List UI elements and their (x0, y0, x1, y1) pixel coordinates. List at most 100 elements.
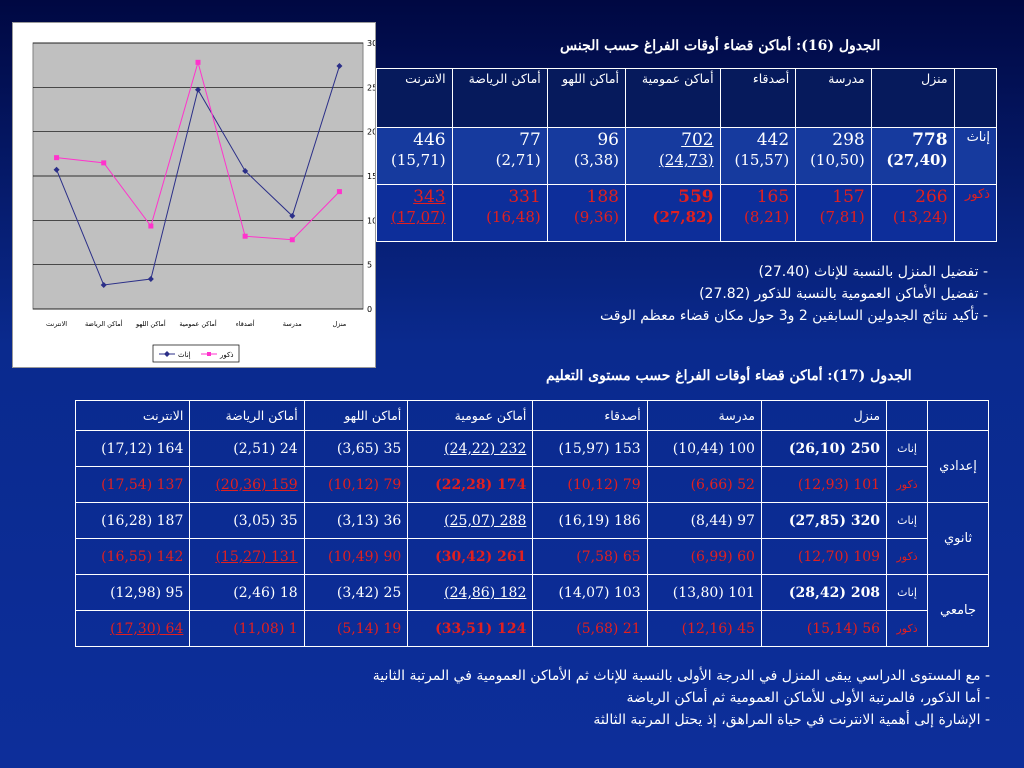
table17-cell: 109 (12,70) (760, 538, 888, 575)
table16-header-cell (953, 68, 998, 128)
table17-level: جامعي (927, 574, 989, 647)
table17-cell: 56 (15,14) (760, 610, 888, 647)
table17-cell: 182 (24,86) (407, 574, 534, 611)
table17-cell: 159 (20,36) (189, 466, 305, 503)
table16-percent: (16,48) (486, 208, 541, 226)
data-point (242, 167, 249, 174)
table16-cell: 188 (9,36) (546, 184, 627, 242)
table16-percent: (15,57) (734, 151, 790, 169)
table17-header-cell: مدرسة (646, 400, 762, 431)
table16-percent: (13,24) (892, 208, 948, 226)
legend-label: ذكور (219, 351, 233, 359)
table16-cell: 77 (2,71) (451, 127, 548, 185)
table17-cell: 52 (6,66) (646, 466, 762, 503)
note-line: - تأكيد نتائج الجدولين السابقين 2 و3 حول… (600, 308, 988, 324)
table17-cell: 95 (12,98) (74, 574, 191, 611)
note-line: - تفضيل الأماكن العمومية بالنسبة للذكور … (699, 286, 988, 302)
table17-cell: 187 (16,28) (74, 502, 191, 539)
note-line: - أما الذكور، فالمرتبة الأولى للأماكن ال… (626, 690, 990, 706)
table17-cell: 288 (25,07) (407, 502, 534, 539)
data-point (336, 189, 342, 195)
table17-caption: الجدول (17): أماكن قضاء أوقات الفراغ حسب… (546, 368, 912, 384)
table16-count: 559 (678, 187, 714, 207)
table17-cell: 60 (6,99) (646, 538, 762, 575)
table16-count: 446 (413, 130, 446, 150)
table17-gender: ذكور (886, 538, 929, 575)
table17-cell: 142 (16,55) (74, 538, 191, 575)
table16-row: إناث 778 (27,40) 298 (10,50) 442 (15,57) 702 (24… (376, 127, 998, 185)
table17-cell: 164 (17,12) (74, 430, 191, 467)
table17-cell: 208 (28,42) (760, 574, 888, 611)
table16-count: 298 (832, 130, 865, 150)
table16-header-cell: الانترنت (376, 68, 453, 128)
table17-header-cell: أماكن الرياضة (189, 400, 305, 431)
table17-cell: 24 (2,51) (189, 430, 305, 467)
table17-cell: 35 (3,05) (189, 502, 305, 539)
table16-count: 96 (597, 130, 619, 150)
data-point (54, 155, 60, 161)
table16-cell: 157 (7,81) (795, 184, 872, 242)
x-tick-label: أماكن اللهو (135, 319, 166, 328)
table17-gender: ذكور (886, 610, 929, 647)
table17-header-cell (886, 400, 929, 431)
table17-cell: 79 (10,12) (303, 466, 409, 503)
y-tick-label: 25 (367, 83, 375, 92)
table16-header-cell: منزل (870, 68, 955, 128)
table17-cell: 250 (26,10) (760, 430, 888, 467)
table16-header-row: منزل مدرسة أصدقاء أماكن عمومية أماكن اللهو أم… (376, 68, 998, 128)
table17-header-row: منزل مدرسة أصدقاء أماكن عمومية أماكن اللهو أم… (74, 400, 989, 431)
table17-cell: 101 (13,80) (646, 574, 762, 611)
table16-row-label: ذكور (953, 184, 998, 242)
table17-cell: 79 (10,12) (532, 466, 648, 503)
y-tick-label: 30 (367, 39, 375, 48)
table16-cell: 96 (3,38) (546, 127, 627, 185)
table17-header-cell (927, 400, 989, 431)
table16-header-cell: أماكن اللهو (546, 68, 627, 128)
table16-percent: (10,50) (810, 151, 865, 169)
table17-row: ثانوي إناث 320 (27,85) 97 (8,44) 186 (16,19)… (74, 502, 989, 575)
data-point (242, 233, 248, 239)
table16-count: 157 (832, 187, 865, 207)
table16-percent: (9,36) (573, 208, 619, 226)
note-line: - مع المستوى الدراسي يبقى المنزل في الدر… (372, 668, 990, 684)
y-tick-label: 0 (367, 305, 372, 314)
legend-marker (164, 351, 170, 357)
data-point (289, 212, 296, 219)
table17-header-cell: أصدقاء (532, 400, 648, 431)
x-tick-label: أماكن عمومية (179, 319, 216, 328)
table17-cell: 65 (7,58) (532, 538, 648, 575)
table17-cell: 18 (2,46) (189, 574, 305, 611)
table16-cell: 266 (13,24) (870, 184, 955, 242)
table16-count: 778 (912, 130, 948, 150)
y-tick-label: 15 (367, 172, 375, 181)
table16-percent: (3,38) (573, 151, 619, 169)
table17-header-cell: أماكن عمومية (407, 400, 534, 431)
table16-cell: 298 (10,50) (795, 127, 872, 185)
data-point (195, 59, 201, 65)
table17-cell: 137 (17,54) (74, 466, 191, 503)
table17-cell: 35 (3,65) (303, 430, 409, 467)
table17-gender: إناث (886, 502, 929, 539)
table17-cell: 64 (17,30) (74, 610, 191, 647)
table17-cell: 90 (10,49) (303, 538, 409, 575)
table17-header-cell: أماكن اللهو (303, 400, 409, 431)
table16-percent: (7,81) (819, 208, 865, 226)
table16-cell: 343 (17,07) (376, 184, 453, 242)
table16-header-cell: أصدقاء (719, 68, 797, 128)
legend-label: إناث (178, 351, 191, 359)
x-tick-label: الانترنت (46, 320, 67, 328)
table17-cell: 131 (15,27) (189, 538, 305, 575)
table16-percent: (17,07) (390, 208, 446, 226)
table17: منزل مدرسة أصدقاء أماكن عمومية أماكن اللهو أم… (74, 400, 989, 647)
x-tick-label: أماكن الرياضة (85, 319, 123, 328)
table16-percent: (2,71) (495, 151, 541, 169)
y-tick-label: 20 (367, 128, 375, 137)
notes17: - مع المستوى الدراسي يبقى المنزل في الدر… (280, 665, 990, 731)
table16-percent: (27,82) (652, 208, 714, 226)
table16-header-cell: أماكن الرياضة (451, 68, 548, 128)
data-point (289, 237, 295, 243)
table16-cell: 165 (8,21) (719, 184, 797, 242)
x-tick-label: أصدقاء (236, 319, 255, 328)
table17-header-cell: منزل (760, 400, 888, 431)
table17-row: ذكور 109 (12,70) 60 (6,99) 65 (7,58) 261 (30… (74, 538, 989, 575)
